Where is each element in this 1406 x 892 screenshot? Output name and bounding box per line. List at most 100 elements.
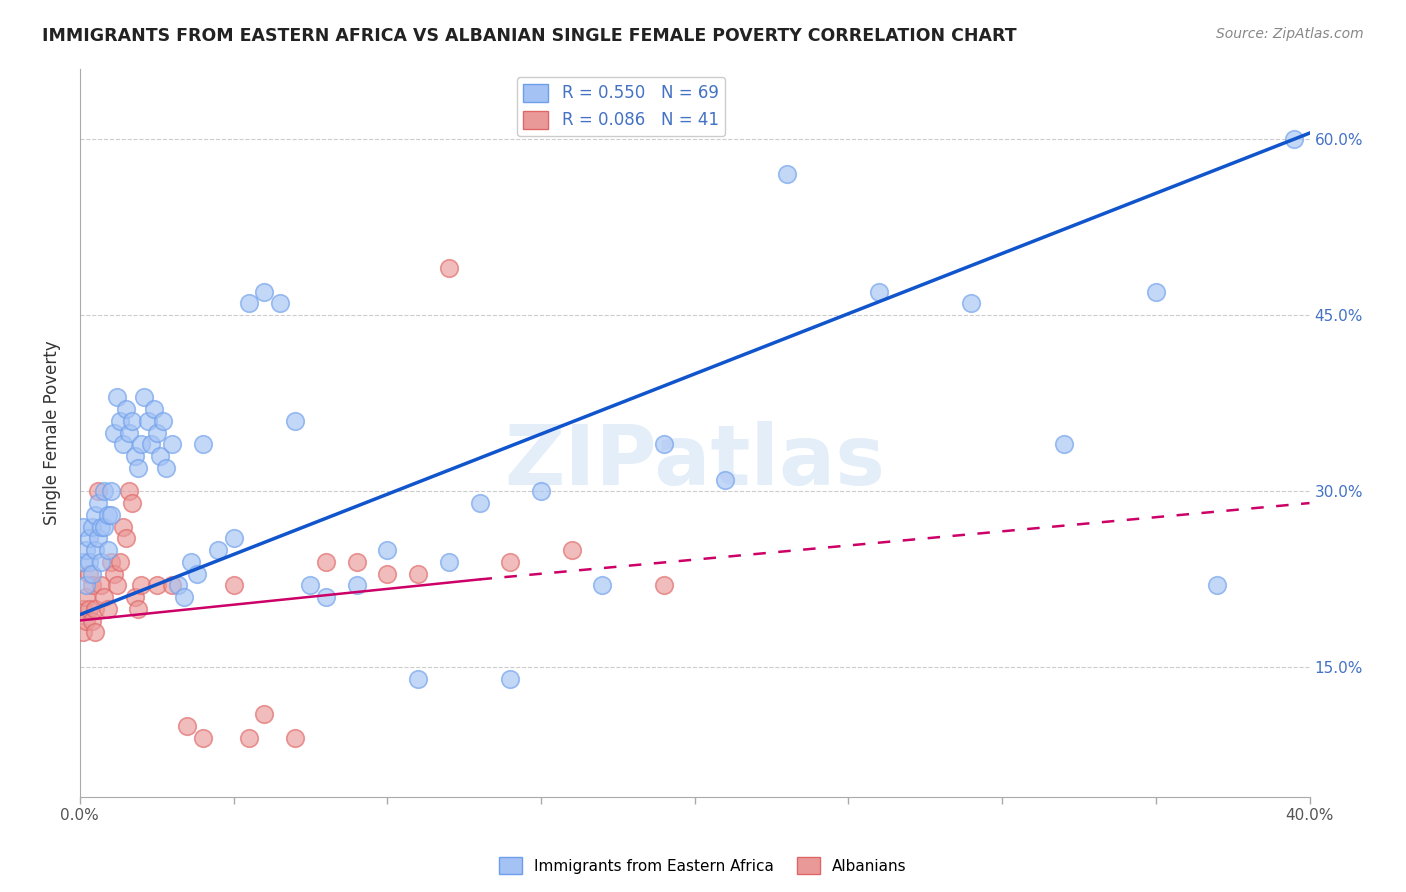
Point	[437, 261, 460, 276]
Point	[93, 484, 115, 499]
Point	[108, 555, 131, 569]
Point	[105, 578, 128, 592]
Point	[152, 414, 174, 428]
Point	[186, 566, 208, 581]
Point	[530, 484, 553, 499]
Point	[868, 285, 890, 299]
Point	[84, 543, 107, 558]
Point	[468, 496, 491, 510]
Point	[82, 614, 104, 628]
Point	[207, 543, 229, 558]
Point	[173, 590, 195, 604]
Point	[134, 390, 156, 404]
Point	[77, 531, 100, 545]
Point	[136, 414, 159, 428]
Point	[108, 414, 131, 428]
Point	[111, 437, 134, 451]
Point	[124, 590, 146, 604]
Point	[121, 496, 143, 510]
Point	[93, 590, 115, 604]
Point	[253, 285, 276, 299]
Point	[100, 508, 122, 522]
Point	[115, 531, 138, 545]
Point	[103, 425, 125, 440]
Point	[87, 531, 110, 545]
Point	[180, 555, 202, 569]
Point	[127, 601, 149, 615]
Point	[121, 414, 143, 428]
Point	[222, 578, 245, 592]
Point	[315, 590, 337, 604]
Point	[375, 543, 398, 558]
Point	[96, 601, 118, 615]
Point	[87, 496, 110, 510]
Point	[82, 566, 104, 581]
Y-axis label: Single Female Poverty: Single Female Poverty	[44, 340, 60, 524]
Point	[1206, 578, 1229, 592]
Point	[145, 425, 167, 440]
Point	[75, 543, 97, 558]
Point	[75, 590, 97, 604]
Point	[160, 578, 183, 592]
Point	[118, 425, 141, 440]
Point	[269, 296, 291, 310]
Point	[82, 578, 104, 592]
Point	[652, 578, 675, 592]
Point	[406, 672, 429, 686]
Point	[72, 601, 94, 615]
Point	[90, 519, 112, 533]
Point	[284, 414, 307, 428]
Text: ZIPatlas: ZIPatlas	[505, 421, 886, 502]
Point	[115, 402, 138, 417]
Point	[375, 566, 398, 581]
Point	[160, 437, 183, 451]
Point	[77, 555, 100, 569]
Point	[72, 625, 94, 640]
Point	[714, 473, 737, 487]
Point	[1144, 285, 1167, 299]
Point	[75, 578, 97, 592]
Point	[652, 437, 675, 451]
Point	[96, 508, 118, 522]
Point	[131, 437, 153, 451]
Text: IMMIGRANTS FROM EASTERN AFRICA VS ALBANIAN SINGLE FEMALE POVERTY CORRELATION CHA: IMMIGRANTS FROM EASTERN AFRICA VS ALBANI…	[42, 27, 1017, 45]
Point	[191, 731, 214, 745]
Point	[176, 719, 198, 733]
Point	[127, 460, 149, 475]
Point	[1282, 132, 1305, 146]
Point	[93, 519, 115, 533]
Point	[253, 707, 276, 722]
Point	[77, 601, 100, 615]
Point	[142, 402, 165, 417]
Point	[118, 484, 141, 499]
Point	[284, 731, 307, 745]
Point	[72, 519, 94, 533]
Point	[155, 460, 177, 475]
Point	[139, 437, 162, 451]
Point	[561, 543, 583, 558]
Point	[90, 578, 112, 592]
Point	[145, 578, 167, 592]
Point	[84, 508, 107, 522]
Point	[103, 566, 125, 581]
Point	[776, 167, 799, 181]
Point	[149, 449, 172, 463]
Point	[437, 555, 460, 569]
Legend: R = 0.550   N = 69, R = 0.086   N = 41: R = 0.550 N = 69, R = 0.086 N = 41	[516, 77, 725, 136]
Point	[100, 484, 122, 499]
Text: Source: ZipAtlas.com: Source: ZipAtlas.com	[1216, 27, 1364, 41]
Point	[100, 555, 122, 569]
Point	[96, 543, 118, 558]
Point	[346, 578, 368, 592]
Point	[111, 519, 134, 533]
Point	[82, 519, 104, 533]
Point	[238, 731, 260, 745]
Point	[87, 484, 110, 499]
Point	[499, 672, 522, 686]
Point	[315, 555, 337, 569]
Point	[499, 555, 522, 569]
Point	[167, 578, 190, 592]
Point	[960, 296, 983, 310]
Point	[406, 566, 429, 581]
Point	[75, 614, 97, 628]
